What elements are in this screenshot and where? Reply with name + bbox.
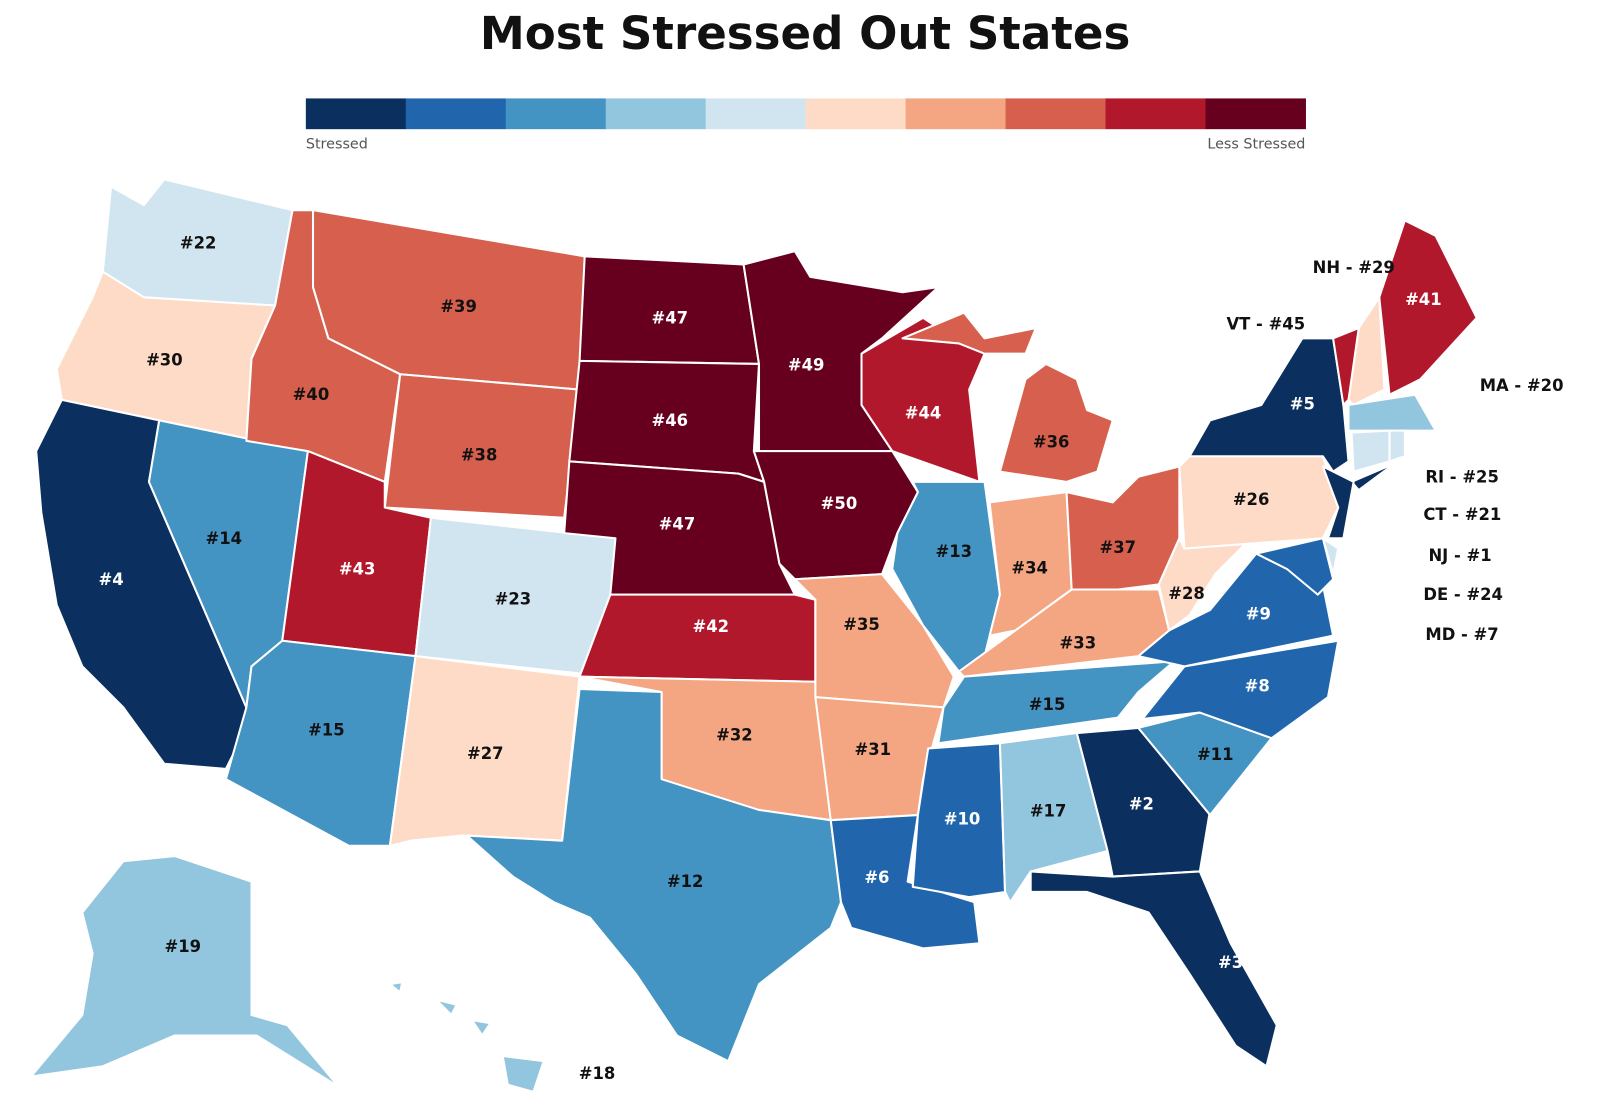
states <box>30 178 1478 1093</box>
state <box>1255 537 1335 596</box>
labels: #22 #30 #4 #14 #40 #39 #38 #43 #23 #15 #27 #47 #46 #4… <box>98 234 1563 1083</box>
state <box>998 362 1114 483</box>
state <box>793 573 955 709</box>
state <box>1378 219 1478 396</box>
state-label: #47 <box>659 514 696 533</box>
legend <box>305 98 1306 130</box>
state-label: #28 <box>1168 584 1205 603</box>
state <box>501 1054 545 1093</box>
state <box>1321 465 1355 540</box>
state-label: #40 <box>293 385 330 404</box>
state-label: #26 <box>1233 490 1270 509</box>
state-label: #49 <box>788 356 825 375</box>
state-label: #44 <box>905 404 942 423</box>
legend-swatch <box>705 98 807 130</box>
state <box>957 588 1171 678</box>
state <box>578 593 817 683</box>
state-callout: NH - #29 <box>1313 258 1395 277</box>
state-label: #10 <box>944 810 981 829</box>
state <box>1188 337 1350 473</box>
legend-swatch <box>405 98 507 130</box>
state-label: #22 <box>180 234 217 253</box>
state-label: #36 <box>1033 432 1070 451</box>
state-label: #14 <box>206 529 243 548</box>
legend-high-label: Less Stressed <box>1207 137 1305 153</box>
state-label: #13 <box>936 542 973 561</box>
state <box>30 855 340 1088</box>
state-label: #34 <box>1011 559 1048 578</box>
state-label: #27 <box>467 744 504 763</box>
state <box>224 639 417 847</box>
legend-swatch <box>1205 98 1306 130</box>
state-callout: MD - #7 <box>1425 625 1498 644</box>
state-label: #2 <box>1129 794 1154 813</box>
state-callout: VT - #45 <box>1226 314 1305 333</box>
state-callout: RI - #25 <box>1425 467 1498 486</box>
legend-swatch <box>905 98 1007 130</box>
state-label: #38 <box>461 446 498 465</box>
legend-swatch <box>305 98 407 130</box>
state-label: #30 <box>146 350 183 369</box>
legend-swatch <box>1105 98 1206 130</box>
state <box>1065 465 1181 591</box>
state-label: #23 <box>495 589 532 608</box>
state-label: #47 <box>652 308 689 327</box>
state-callout: CT - #21 <box>1423 505 1501 524</box>
state-label: #8 <box>1245 676 1270 695</box>
state-label: #12 <box>667 872 704 891</box>
state-label: #19 <box>165 937 202 956</box>
state-label: #15 <box>1029 695 1066 714</box>
state-label: #46 <box>652 411 689 430</box>
state <box>383 373 581 519</box>
state-label: #37 <box>1100 538 1137 557</box>
state-label: #33 <box>1060 633 1097 652</box>
state-callout: MA - #20 <box>1480 376 1564 395</box>
state-label: #4 <box>98 570 123 589</box>
state <box>1332 327 1360 406</box>
state <box>891 480 1001 673</box>
state-label: #41 <box>1405 290 1442 309</box>
legend-swatch <box>505 98 607 130</box>
state <box>1350 462 1396 492</box>
state <box>388 981 404 994</box>
state <box>435 998 458 1017</box>
state <box>901 311 1037 355</box>
state <box>470 1019 492 1037</box>
state <box>829 814 981 950</box>
state-callout: DE - #24 <box>1423 585 1503 604</box>
state-label: #50 <box>821 494 858 513</box>
state-label: #31 <box>855 740 892 759</box>
state-label: #15 <box>308 720 345 739</box>
state-label: #32 <box>716 726 753 745</box>
state <box>742 250 940 453</box>
state-callout: NJ - #1 <box>1428 546 1491 565</box>
state-label: #17 <box>1030 801 1067 820</box>
legend-low-label: Stressed <box>306 137 368 153</box>
state-label: #5 <box>1290 394 1315 413</box>
state-label: #35 <box>843 615 880 634</box>
state-label: #11 <box>1197 745 1234 764</box>
state-label: #6 <box>864 868 889 887</box>
state <box>1029 870 1278 1068</box>
state <box>465 687 843 1063</box>
legend-swatch <box>805 98 907 130</box>
state <box>937 660 1176 745</box>
state-label: #18 <box>579 1064 616 1083</box>
state <box>1388 429 1406 463</box>
state-label: #39 <box>440 297 477 316</box>
state-label: #42 <box>693 617 730 636</box>
state-label: #43 <box>339 560 376 579</box>
legend-swatch <box>1005 98 1107 130</box>
state-label: #3 <box>1218 953 1243 972</box>
state <box>1157 537 1248 632</box>
state <box>1350 429 1391 473</box>
state <box>1347 393 1437 432</box>
state-label: #9 <box>1246 605 1271 624</box>
legend-swatch <box>605 98 707 130</box>
title: Most Stressed Out States <box>480 7 1130 60</box>
